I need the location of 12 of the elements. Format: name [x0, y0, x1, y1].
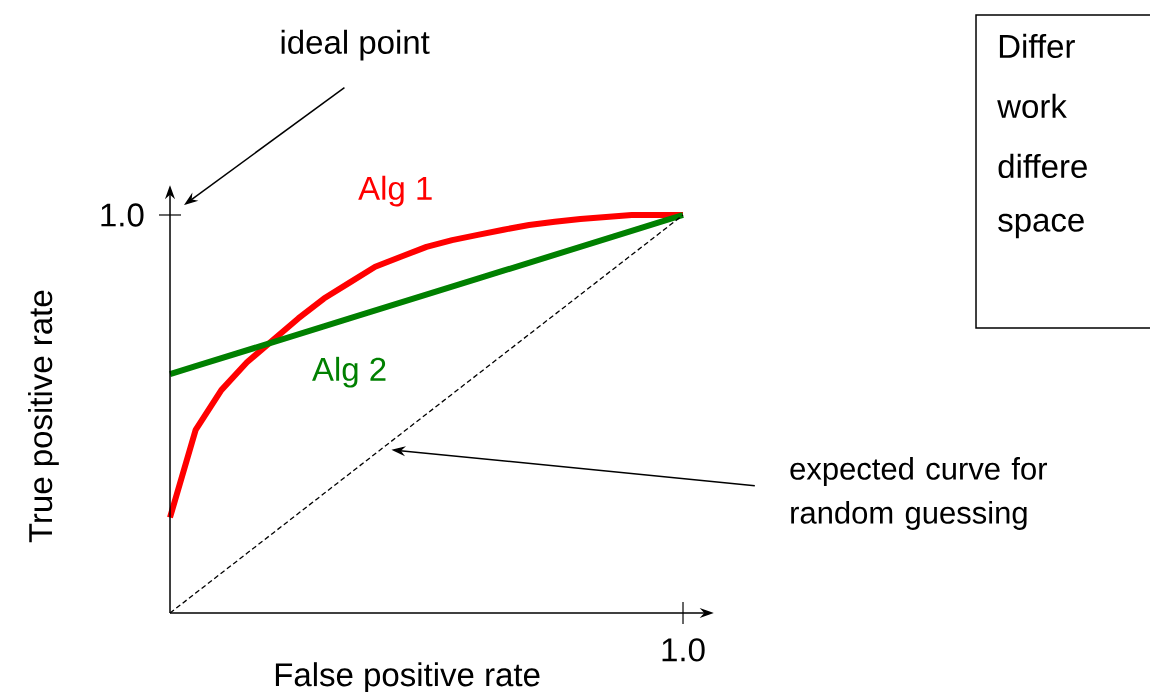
text: Differ: [999, 33, 1075, 59]
text: expected curve for random guessing: [790, 457, 1048, 530]
text: 1.0: [101, 203, 144, 227]
y-axis-title: True positive rate: [28, 290, 59, 543]
text: 1.0: [662, 638, 705, 662]
x-axis-title: False positive rate: [275, 662, 540, 692]
series-label: Alg 1: [358, 175, 432, 207]
text: differe: [998, 153, 1087, 179]
text: ideal point: [281, 29, 430, 61]
series-label: Alg 2: [312, 356, 386, 388]
text: work: [997, 93, 1067, 119]
text: space: [998, 213, 1084, 239]
